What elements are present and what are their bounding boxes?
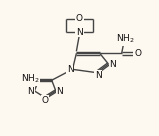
Text: N: N xyxy=(109,60,116,69)
Text: N: N xyxy=(67,66,73,75)
Text: O: O xyxy=(42,96,49,105)
Text: O: O xyxy=(76,14,83,23)
Text: N: N xyxy=(95,71,102,80)
Text: NH$_2$: NH$_2$ xyxy=(116,33,135,45)
Text: NH$_2$: NH$_2$ xyxy=(21,73,39,85)
Text: N: N xyxy=(27,87,34,96)
Text: N: N xyxy=(76,27,83,37)
Text: N: N xyxy=(56,87,63,96)
Text: O: O xyxy=(134,49,141,58)
